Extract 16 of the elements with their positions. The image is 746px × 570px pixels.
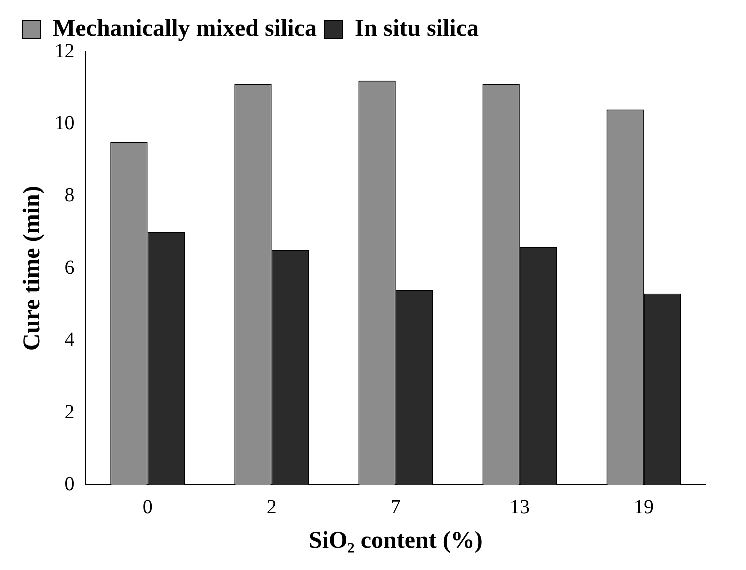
x-tick-label: 19 [634, 496, 654, 518]
y-tick-label: 12 [54, 40, 75, 62]
legend-label: In situ silica [354, 16, 479, 42]
y-tick-label: 0 [64, 473, 75, 496]
legend-label: Mechanically mixed silica [53, 16, 317, 42]
x-tick-label: 13 [510, 496, 530, 518]
x-axis-title: SiO₂ content (%) [308, 528, 483, 554]
y-tick-label: 4 [64, 329, 75, 352]
y-tick-label: 6 [64, 256, 75, 279]
y-tick-label: 10 [54, 112, 75, 134]
y-tick-label: 2 [64, 401, 75, 424]
y-tick-label: 8 [64, 184, 75, 207]
y-axis-title: Cure time (min) [20, 186, 46, 352]
x-tick-label: 0 [142, 496, 153, 518]
x-tick-label: 2 [266, 496, 277, 518]
x-tick-label: 7 [390, 496, 401, 518]
